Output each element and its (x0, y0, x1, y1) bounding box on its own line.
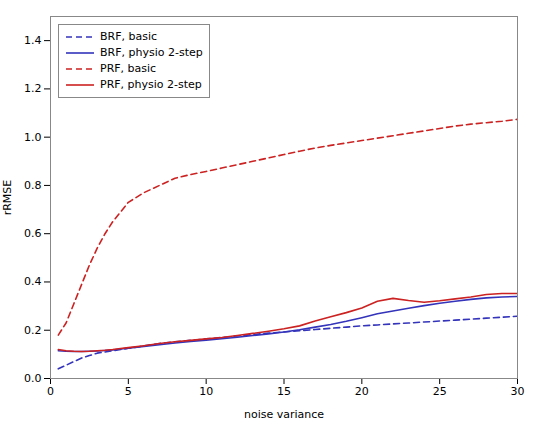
html-text:PRF, basic: PRF, basic (100, 62, 157, 75)
svg-text:0: 0 (47, 385, 54, 398)
svg-text:5: 5 (125, 385, 132, 398)
svg-text:1.2: 1.2 (24, 82, 42, 95)
html-text:PRF, physio 2-step: PRF, physio 2-step (100, 78, 202, 91)
html-text:BRF, basic: BRF, basic (100, 30, 158, 43)
svg-text:1.4: 1.4 (24, 34, 42, 47)
svg-text:0.8: 0.8 (24, 179, 42, 192)
svg-text:rRMSE: rRMSE (1, 180, 14, 216)
html-text:BRF, physio 2-step: BRF, physio 2-step (100, 46, 203, 59)
svg-text:10: 10 (199, 385, 213, 398)
svg-text:0.2: 0.2 (24, 324, 42, 337)
svg-text:0.4: 0.4 (24, 275, 42, 288)
svg-text:0.0: 0.0 (24, 372, 42, 385)
svg-text:20: 20 (355, 385, 369, 398)
svg-text:noise variance: noise variance (244, 408, 324, 421)
svg-text:15: 15 (277, 385, 291, 398)
svg-text:30: 30 (511, 385, 525, 398)
svg-text:1.0: 1.0 (24, 131, 42, 144)
svg-text:0.6: 0.6 (24, 227, 42, 240)
svg-text:25: 25 (433, 385, 447, 398)
